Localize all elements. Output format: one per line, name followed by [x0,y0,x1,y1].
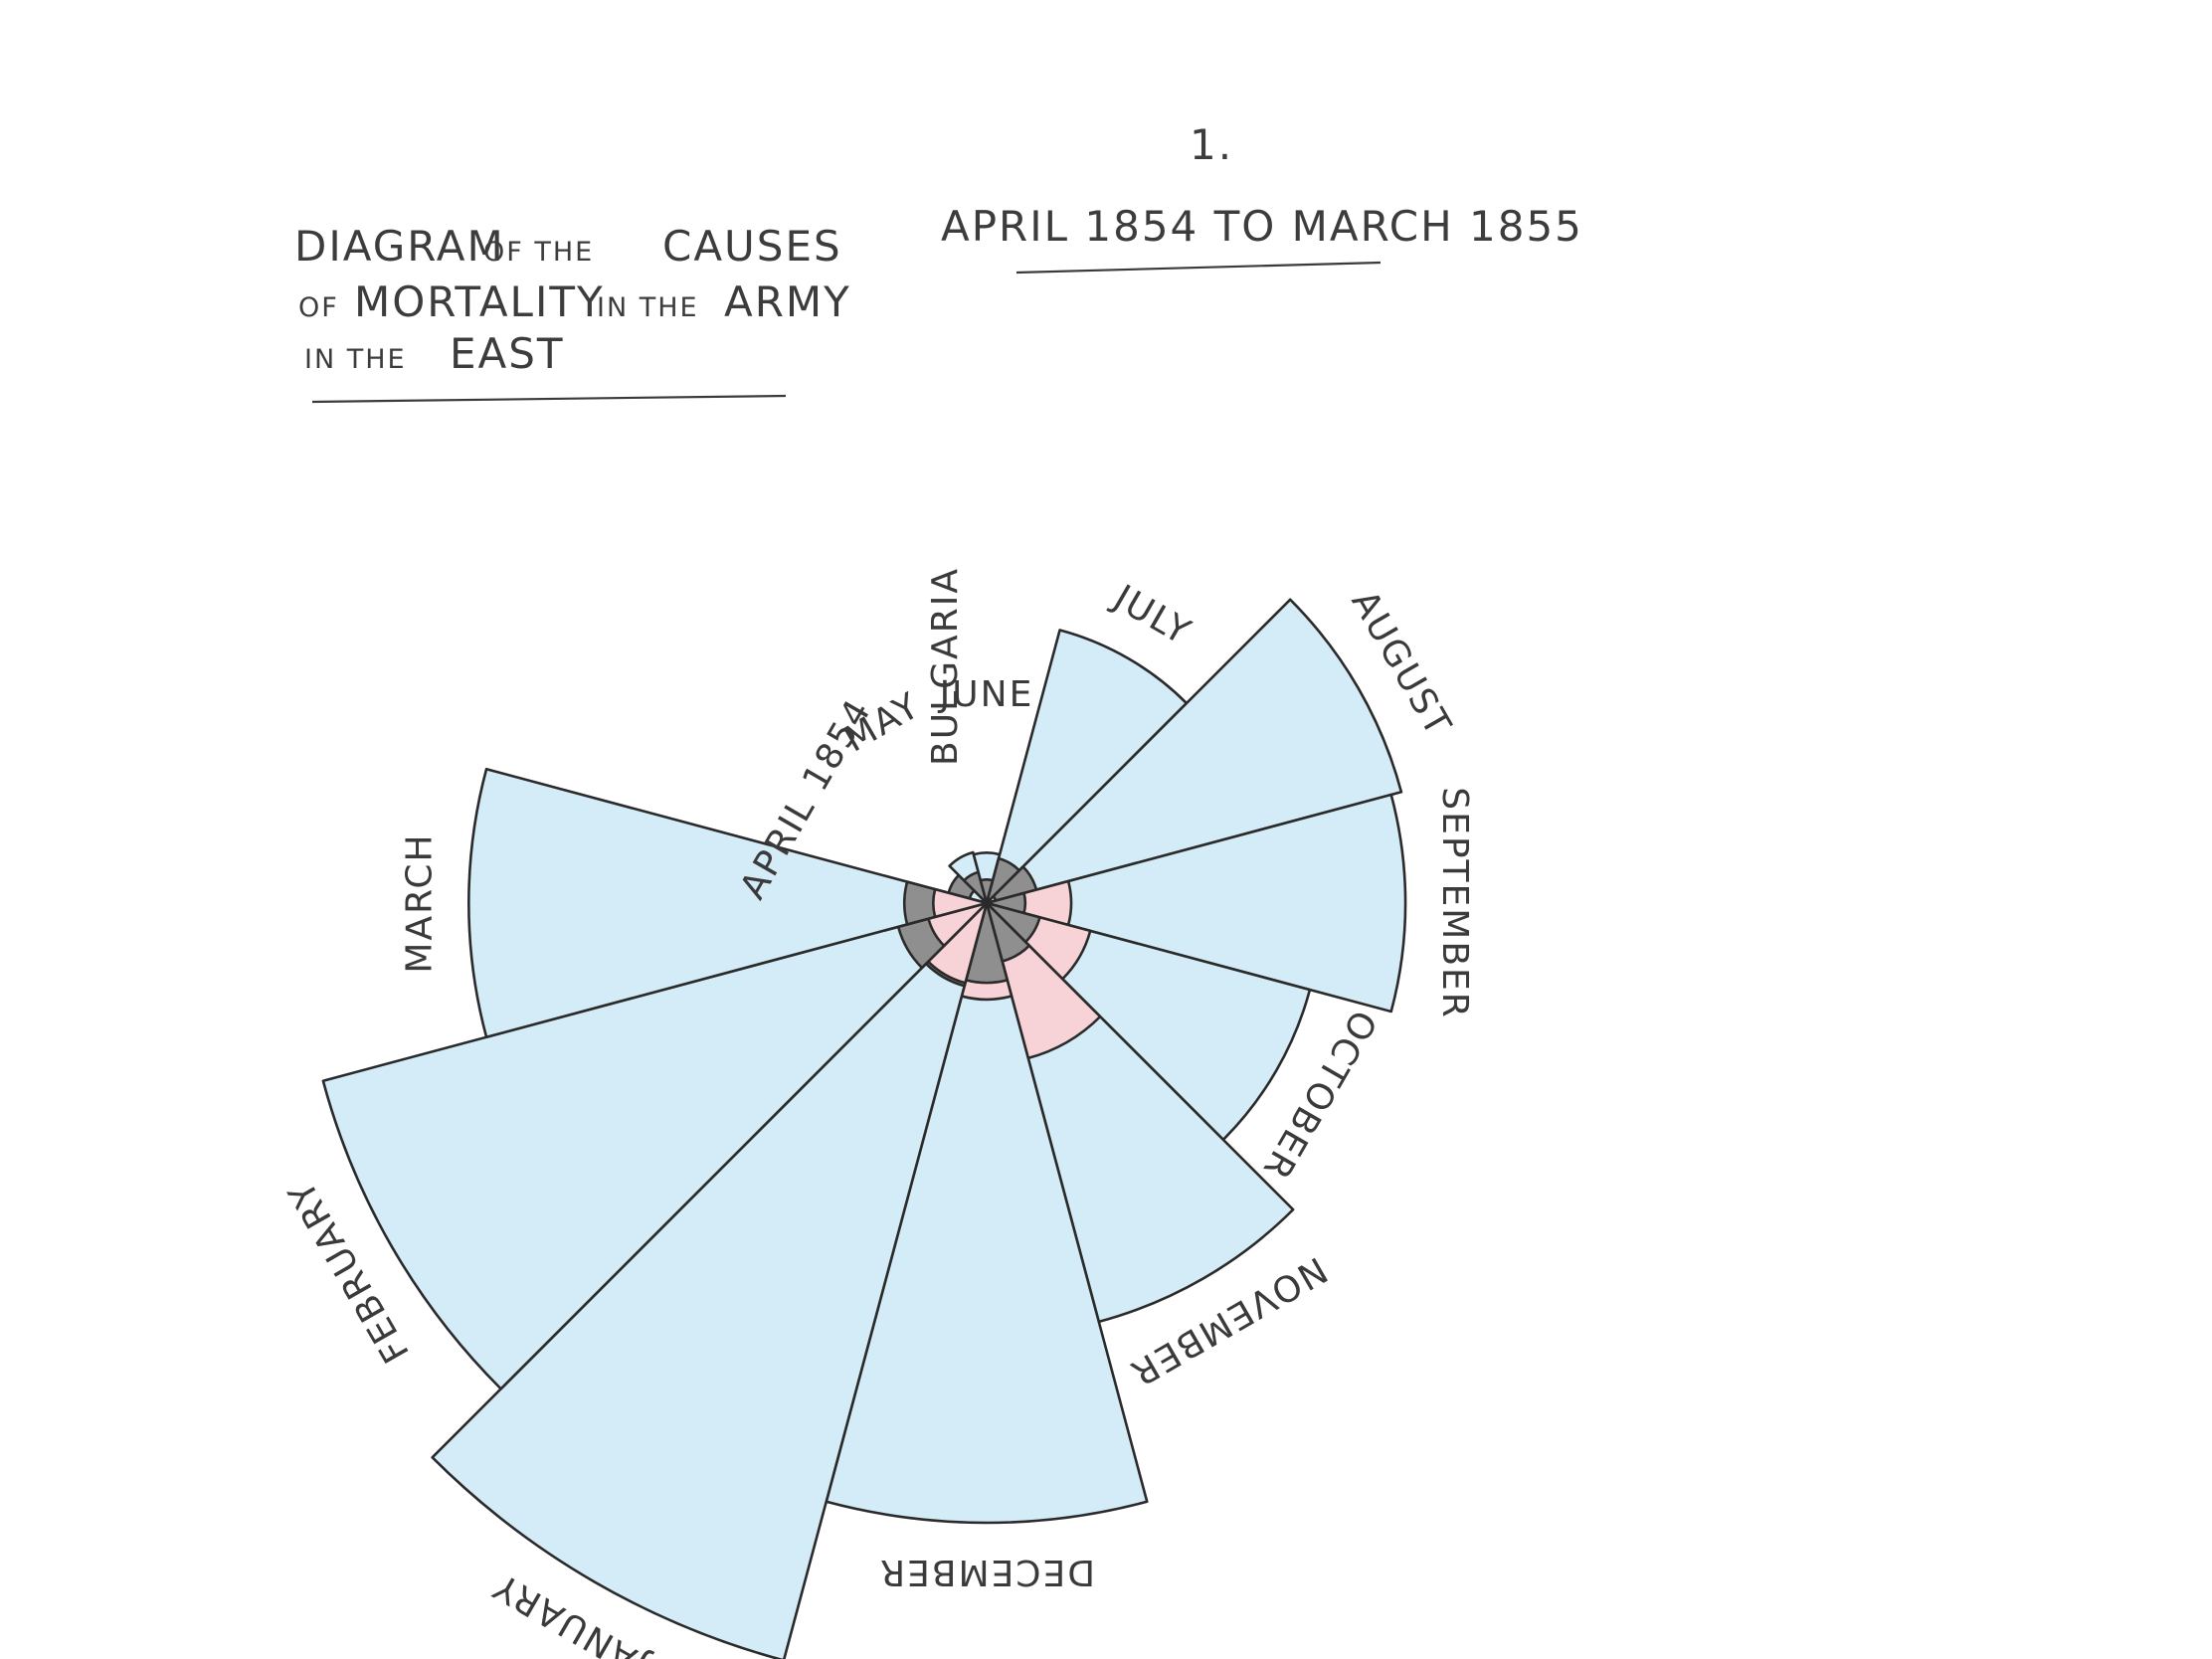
wedge-outer [431,901,989,1659]
wedge-outer [321,901,989,1390]
title-word: ARMY [724,277,851,326]
wedge-outer [985,629,1189,905]
title-word: CAUSES [662,222,842,271]
title-word: IN THE [597,292,699,323]
subtitle-text: APRIL 1854 TO MARCH 1855 [941,202,1583,251]
page-number: 1. [1190,120,1233,169]
wedge-outer [985,793,1407,1014]
wedge-outer [467,767,989,1039]
title-word: EAST [450,329,565,378]
bulgaria-annotation: BULGARIA [925,567,966,766]
wedge-outer [985,598,1403,905]
month-label: DECEMBER [878,1552,1095,1592]
month-label: JUNE [938,674,1034,715]
month-label: JULY [1105,577,1198,654]
month-label: SEPTEMBER [1434,787,1475,1019]
title-word: DIAGRAM [294,222,505,271]
title-word: MORTALITY [354,277,605,326]
chart-subtitle: APRIL 1854 TO MARCH 1855 [941,202,1583,275]
title-word: OF [298,292,339,323]
wedge-inner [932,887,989,919]
month-label: MARCH [399,832,440,973]
title-underline [311,394,787,404]
chart-title: DIAGRAM OF THE CAUSES OF MORTALITY IN TH… [294,222,851,404]
wedge-outer [825,901,1149,1525]
title-word: IN THE [304,344,407,375]
subtitle-underline [1015,261,1382,275]
title-word: OF THE [483,237,594,268]
chart-wedges [321,598,1407,1659]
